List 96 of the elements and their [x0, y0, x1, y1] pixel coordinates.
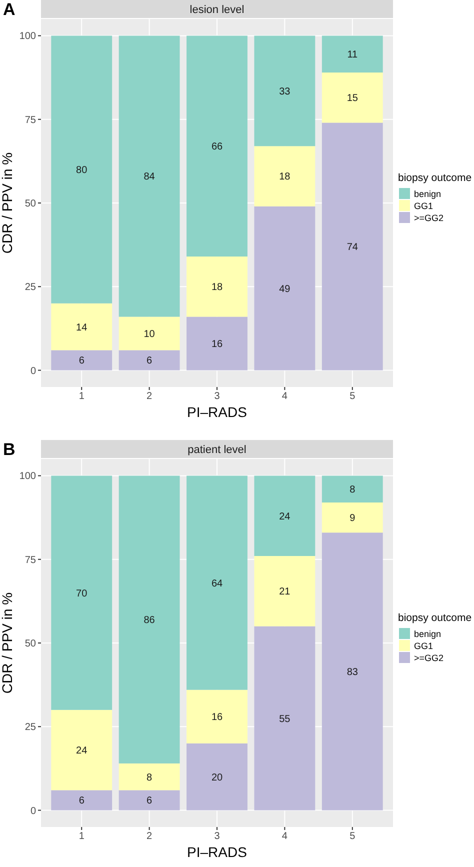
- bar: [322, 502, 383, 533]
- data-label: 15: [346, 93, 358, 104]
- bar: [186, 36, 248, 257]
- x-tick-label: 2: [146, 831, 153, 842]
- data-label: 16: [211, 339, 223, 350]
- data-label: 18: [279, 172, 291, 183]
- y-axis-title: CDR / PPV in %: [0, 152, 15, 254]
- bar: [118, 316, 180, 350]
- bar: [186, 476, 248, 690]
- bar: [51, 350, 112, 370]
- bar: [51, 36, 112, 304]
- x-axis-title: PI–RADS: [187, 844, 247, 860]
- bar: [186, 256, 248, 317]
- legend-title: biopsy outcome: [398, 612, 472, 624]
- bar: [254, 476, 316, 556]
- bar: [254, 556, 316, 626]
- data-label: 21: [279, 586, 291, 598]
- data-label: 84: [144, 172, 156, 183]
- x-tick-label: 2: [146, 391, 153, 402]
- bar: [254, 206, 316, 370]
- legend-label: benign: [414, 629, 442, 640]
- legend-label: GG1: [414, 641, 434, 652]
- data-label: 55: [279, 714, 291, 725]
- bar: [186, 743, 248, 810]
- data-label: 20: [211, 772, 223, 784]
- data-label: 74: [346, 242, 358, 253]
- bar: [51, 303, 112, 350]
- bar: [322, 72, 383, 123]
- x-tick-label: 1: [78, 391, 85, 402]
- legend-title: biopsy outcome: [398, 172, 472, 184]
- legend-label: benign: [414, 189, 442, 200]
- bar: [254, 36, 316, 146]
- x-tick-label: 3: [214, 831, 220, 842]
- bar: [186, 690, 248, 744]
- legend-label: GG1: [414, 201, 434, 212]
- y-tick-label: 50: [24, 638, 36, 650]
- bar: [254, 146, 316, 206]
- y-tick-label: 50: [24, 198, 36, 210]
- y-tick-label: 100: [19, 471, 36, 482]
- data-label: 8: [146, 772, 153, 784]
- data-label: 24: [76, 746, 88, 757]
- x-tick-label: 3: [214, 391, 220, 402]
- data-label: 33: [279, 86, 291, 98]
- bar: [118, 476, 180, 764]
- bar: [118, 350, 180, 370]
- data-label: 10: [144, 328, 156, 340]
- bar: [186, 316, 248, 370]
- chart-title: patient level: [188, 444, 246, 456]
- data-label: 6: [78, 796, 85, 807]
- data-label: 6: [146, 796, 153, 807]
- x-axis-title: PI–RADS: [187, 404, 247, 420]
- data-label: 14: [76, 322, 88, 334]
- data-label: 9: [350, 513, 356, 524]
- data-label: 80: [76, 165, 88, 176]
- y-tick-label: 0: [30, 366, 36, 377]
- bar: [51, 790, 112, 810]
- y-tick-label: 0: [30, 806, 36, 817]
- data-label: 86: [144, 615, 156, 626]
- data-label: 6: [146, 356, 153, 367]
- bar: [322, 532, 383, 810]
- text: A: [3, 0, 16, 19]
- x-tick-label: 5: [350, 831, 356, 842]
- text: B: [3, 440, 16, 459]
- bar: [254, 626, 316, 810]
- x-tick-label: 5: [350, 391, 356, 402]
- y-tick-label: 75: [24, 114, 36, 126]
- data-label: 8: [350, 484, 356, 496]
- data-label: 6: [78, 356, 85, 367]
- legend-label: >=GG2: [414, 653, 444, 664]
- bar: [118, 36, 180, 317]
- bar: [118, 790, 180, 810]
- data-label: 49: [279, 284, 291, 295]
- y-axis-title: CDR / PPV in %: [0, 592, 15, 694]
- x-tick-label: 4: [282, 391, 288, 402]
- data-label: 18: [211, 282, 223, 294]
- bar: [322, 476, 383, 502]
- bar: [51, 710, 112, 790]
- legend-label: >=GG2: [414, 213, 444, 224]
- data-label: 66: [211, 142, 223, 153]
- data-label: 83: [346, 666, 358, 678]
- bar: [322, 122, 383, 370]
- bar: [51, 476, 112, 710]
- data-label: 11: [347, 50, 358, 61]
- y-tick-label: 25: [24, 722, 36, 734]
- chart-title: lesion level: [190, 4, 244, 16]
- x-tick-label: 1: [78, 831, 85, 842]
- x-tick-label: 4: [282, 831, 288, 842]
- data-label: 64: [211, 578, 223, 590]
- y-tick-label: 75: [24, 554, 36, 566]
- data-label: 24: [279, 511, 291, 522]
- bar: [118, 763, 180, 790]
- data-label: 16: [211, 712, 223, 724]
- bar: [322, 36, 383, 73]
- y-tick-label: 25: [24, 282, 36, 294]
- y-tick-label: 100: [19, 31, 36, 42]
- data-label: 70: [76, 588, 88, 600]
